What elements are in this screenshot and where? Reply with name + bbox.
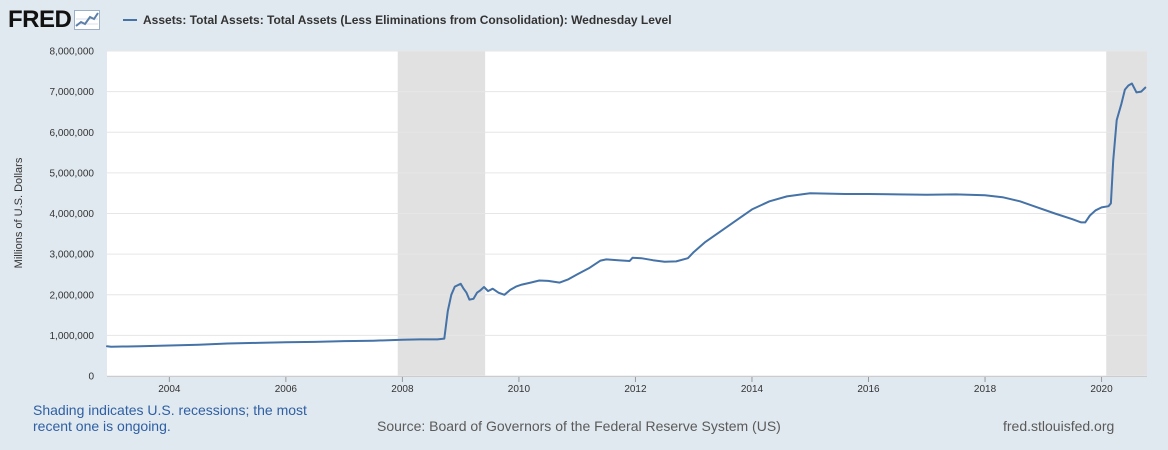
line-chart: 0 1,000,000 2,000,000 3,000,000 4,000,000 5,0… — [13, 47, 1147, 395]
recession-note-line-2: recent one is ongoing. — [33, 418, 171, 434]
y-tick-label: 7,000,000 — [50, 87, 95, 98]
fred-logo[interactable]: FRED — [8, 6, 101, 34]
y-tick-label: 1,000,000 — [50, 331, 95, 342]
recession-note-line-1: Shading indicates U.S. recessions; the m… — [33, 402, 307, 418]
legend-series-label[interactable]: Assets: Total Assets: Total Assets (Less… — [143, 13, 672, 27]
x-tick-label: 2008 — [391, 384, 414, 395]
y-tick-label: 2,000,000 — [50, 290, 95, 301]
site-link[interactable]: fred.stlouisfed.org — [1003, 418, 1115, 434]
y-tick-label: 0 — [88, 372, 94, 383]
series-layer — [106, 82, 1147, 348]
series-line-1[interactable] — [106, 82, 1147, 348]
y-tick-label: 6,000,000 — [50, 128, 95, 139]
x-tick-label: 2018 — [974, 384, 997, 395]
legend-swatch — [123, 19, 137, 21]
x-tick-label: 2020 — [1090, 384, 1113, 395]
x-tick-label: 2004 — [158, 384, 181, 395]
y-tick-label: 8,000,000 — [50, 47, 95, 58]
recession-note: Shading indicates U.S. recessions; the m… — [33, 402, 307, 434]
fred-logo-text: FRED — [8, 6, 72, 33]
y-tick-label: 4,000,000 — [50, 209, 95, 220]
source-text: Source: Board of Governors of the Federa… — [377, 418, 781, 434]
x-tick-label: 2014 — [741, 384, 764, 395]
x-tick-label: 2010 — [508, 384, 531, 395]
axis-layer: 0 1,000,000 2,000,000 3,000,000 4,000,000 5,0… — [50, 47, 1147, 395]
y-tick-label: 3,000,000 — [50, 250, 95, 261]
y-axis-title: Millions of U.S. Dollars — [13, 157, 25, 268]
x-tick-label: 2006 — [275, 384, 298, 395]
x-tick-label: 2016 — [857, 384, 880, 395]
x-tick-label: 2012 — [624, 384, 647, 395]
chart-header: FRED Assets: Total Assets: Total Assets … — [0, 0, 1168, 40]
chart-legend: Assets: Total Assets: Total Assets (Less… — [123, 11, 672, 29]
line-graph-icon — [74, 10, 101, 30]
y-tick-label: 5,000,000 — [50, 168, 95, 179]
